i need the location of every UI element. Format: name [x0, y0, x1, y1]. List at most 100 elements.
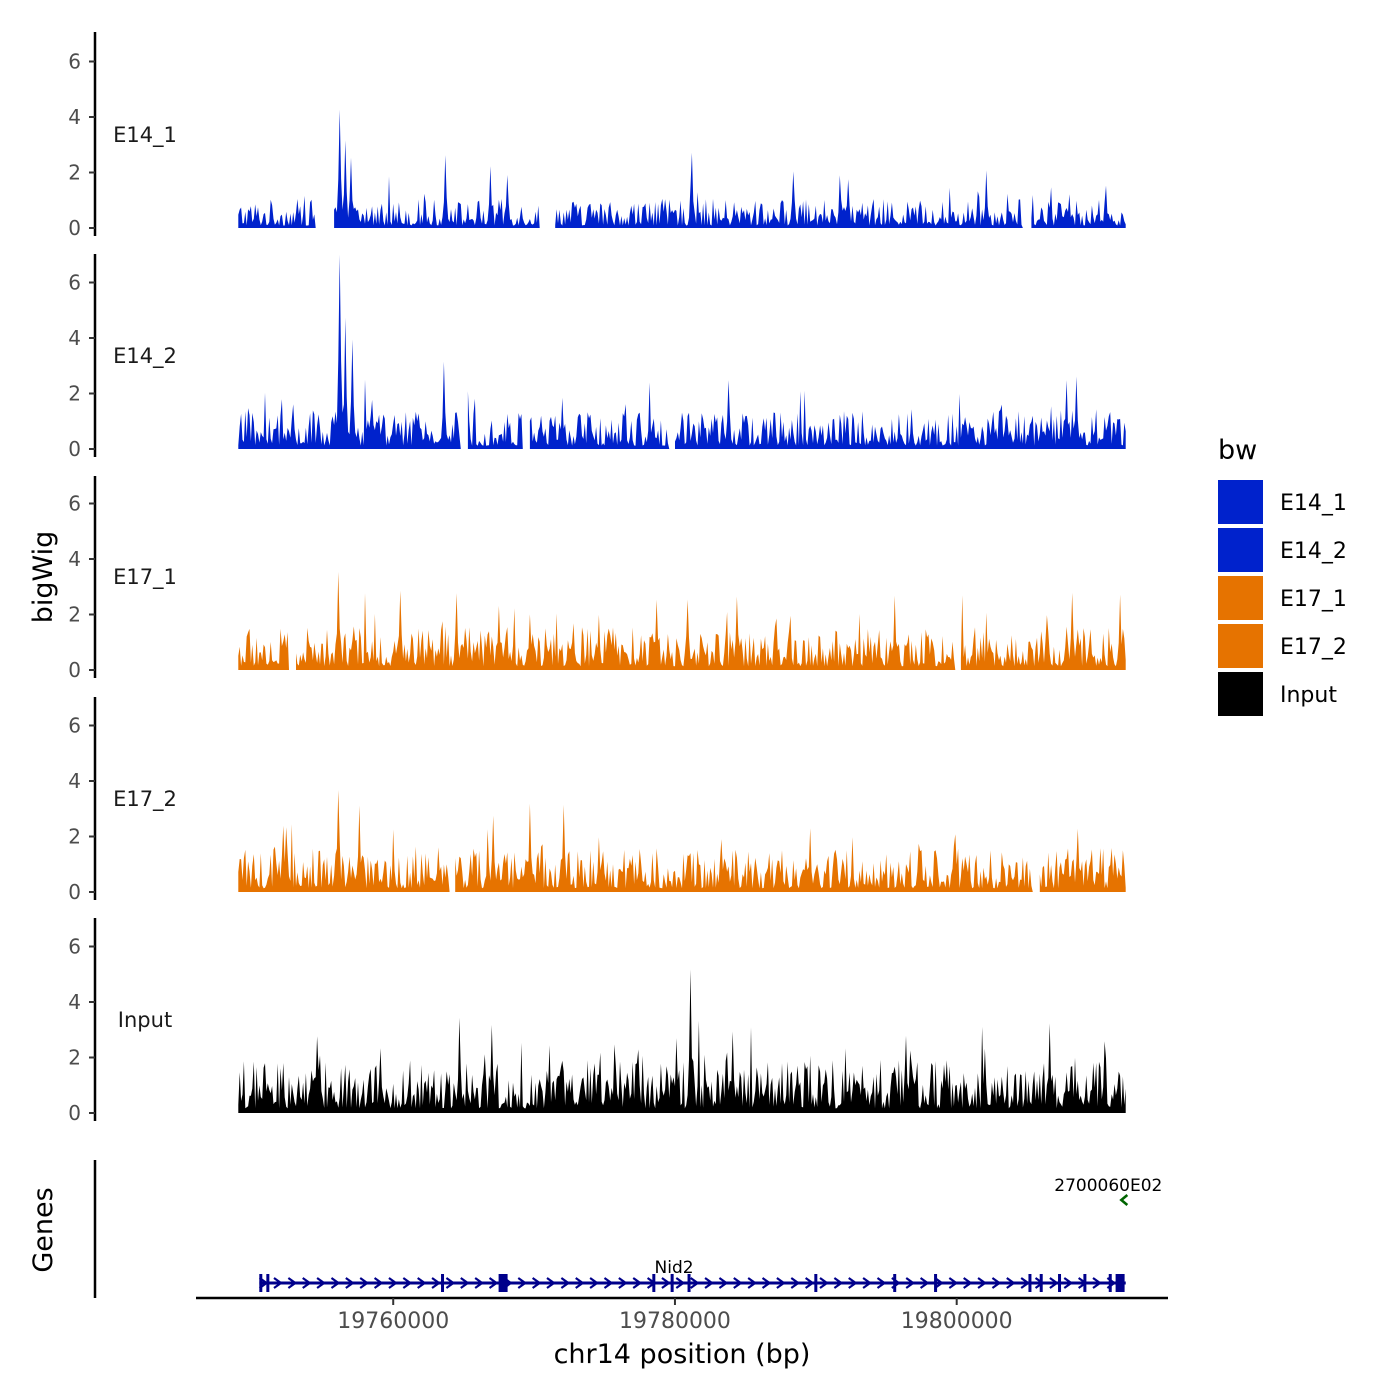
strand-arrow: [1049, 1277, 1059, 1289]
legend-label: E17_2: [1280, 635, 1347, 660]
strand-arrow: [948, 1277, 959, 1289]
strand-arrow: [316, 1277, 326, 1289]
gene-2700060E02: 2700060E02: [1054, 1176, 1162, 1206]
exon: [1028, 1274, 1032, 1292]
exon: [259, 1274, 263, 1292]
strand-arrow: [488, 1277, 499, 1289]
legend-swatch: [1218, 672, 1263, 716]
legend-label: E17_1: [1280, 587, 1347, 612]
y-axis-title: bigWig: [28, 531, 59, 624]
exon: [893, 1274, 897, 1292]
strand-arrow: [675, 1277, 686, 1289]
y-tick-label: 0: [68, 437, 81, 461]
strand-arrow: [704, 1277, 714, 1289]
strand-arrow: [963, 1277, 973, 1289]
strand-arrow: [819, 1277, 829, 1289]
x-axis: 19760000 19780000 19800000: [196, 1296, 1168, 1334]
exon: [652, 1274, 656, 1292]
legend-item-E17_1: E17_1: [1218, 576, 1347, 620]
strand-arrow: [1063, 1277, 1074, 1289]
strand-arrow: [460, 1277, 470, 1289]
track-E14_1: 0 2 4 6 E14_1: [68, 32, 1126, 240]
strand-arrow: [747, 1277, 758, 1289]
signal-area-E17_1: [238, 571, 1126, 670]
legend-swatch: [1218, 480, 1263, 524]
signal-area-Input: [238, 969, 1126, 1113]
strand-arrow: [388, 1277, 398, 1289]
track-label: E14_1: [113, 123, 177, 148]
x-axis-title: chr14 position (bp): [554, 1339, 811, 1370]
strand-arrow: [474, 1277, 485, 1289]
strand-arrow: [833, 1277, 844, 1289]
y-tick-label: 4: [68, 105, 81, 129]
legend-item-E14_2: E14_2: [1218, 528, 1347, 572]
exon: [498, 1274, 508, 1292]
exon: [1039, 1274, 1043, 1292]
strand-arrow: [302, 1277, 312, 1289]
strand-arrow: [977, 1277, 987, 1289]
track-label: E17_2: [113, 787, 177, 812]
strand-arrow: [330, 1277, 341, 1289]
legend-item-E14_1: E14_1: [1218, 480, 1347, 524]
legend-title: bw: [1218, 435, 1257, 466]
strand-arrow: [761, 1277, 772, 1289]
strand-arrow: [531, 1277, 542, 1289]
strand-arrow: [776, 1277, 786, 1289]
strand-arrow: [733, 1277, 743, 1289]
gene-label: Nid2: [655, 1258, 694, 1278]
strand-arrow: [431, 1277, 441, 1289]
y-tick-label: 2: [68, 825, 81, 849]
strand-arrow: [560, 1277, 571, 1289]
track-label: E14_2: [113, 344, 177, 369]
exon: [687, 1274, 691, 1292]
track-label: Input: [118, 1008, 172, 1032]
y-tick-label: 6: [68, 714, 81, 738]
y-tick-label: 2: [68, 382, 81, 406]
legend-label: Input: [1280, 683, 1337, 708]
x-tick-label: 19780000: [619, 1309, 731, 1334]
strand-arrow: [919, 1277, 930, 1289]
y-tick-label: 2: [68, 603, 81, 627]
track-E14_2: 0 2 4 6 E14_2: [68, 254, 1126, 461]
strand-arrow: [359, 1277, 370, 1289]
strand-arrow: [345, 1277, 355, 1289]
y-tick-label: 6: [68, 935, 81, 959]
legend-item-E17_2: E17_2: [1218, 624, 1347, 668]
strand-arrow: [402, 1277, 413, 1289]
exon: [441, 1274, 445, 1292]
strand-arrow: [661, 1277, 671, 1289]
y-tick-label: 2: [68, 1046, 81, 1070]
strand-arrow: [718, 1277, 729, 1289]
y-tick-label: 6: [68, 492, 81, 516]
strand-arrow: [1092, 1277, 1102, 1289]
strand-arrow: [848, 1277, 858, 1289]
strand-arrow: [417, 1277, 427, 1289]
gene-Nid2: Nid2: [258, 1258, 1126, 1292]
track-E17_1: 0 2 4 6 E17_1: [68, 476, 1126, 682]
exon: [814, 1274, 818, 1292]
strand-arrow: [517, 1277, 528, 1289]
y-tick-label: 4: [68, 990, 81, 1014]
strand-arrow: [445, 1277, 456, 1289]
strand-arrow: [1006, 1277, 1016, 1289]
genes-track: Nid2 2700060E02: [93, 1160, 1162, 1298]
strand-arrow: [1020, 1277, 1031, 1289]
legend-swatch: [1218, 576, 1263, 620]
legend-label: E14_1: [1280, 491, 1347, 516]
strand-arrow: [934, 1277, 944, 1289]
legend-swatch: [1218, 528, 1263, 572]
exon: [934, 1274, 938, 1292]
y-tick-label: 0: [68, 216, 81, 240]
strand-arrow: [690, 1277, 700, 1289]
track-E17_2: 0 2 4 6 E17_2: [68, 697, 1126, 904]
strand-arrow: [862, 1277, 872, 1289]
strand-arrow: [373, 1277, 384, 1289]
y-tick-label: 2: [68, 161, 81, 185]
strand-arrow: [618, 1277, 628, 1289]
y-tick-label: 6: [68, 271, 81, 295]
strand-arrow: [575, 1277, 585, 1289]
track-Input: 0 2 4 6 Input: [68, 918, 1126, 1125]
track-label: E17_1: [113, 565, 177, 590]
x-tick-label: 19760000: [337, 1309, 449, 1334]
